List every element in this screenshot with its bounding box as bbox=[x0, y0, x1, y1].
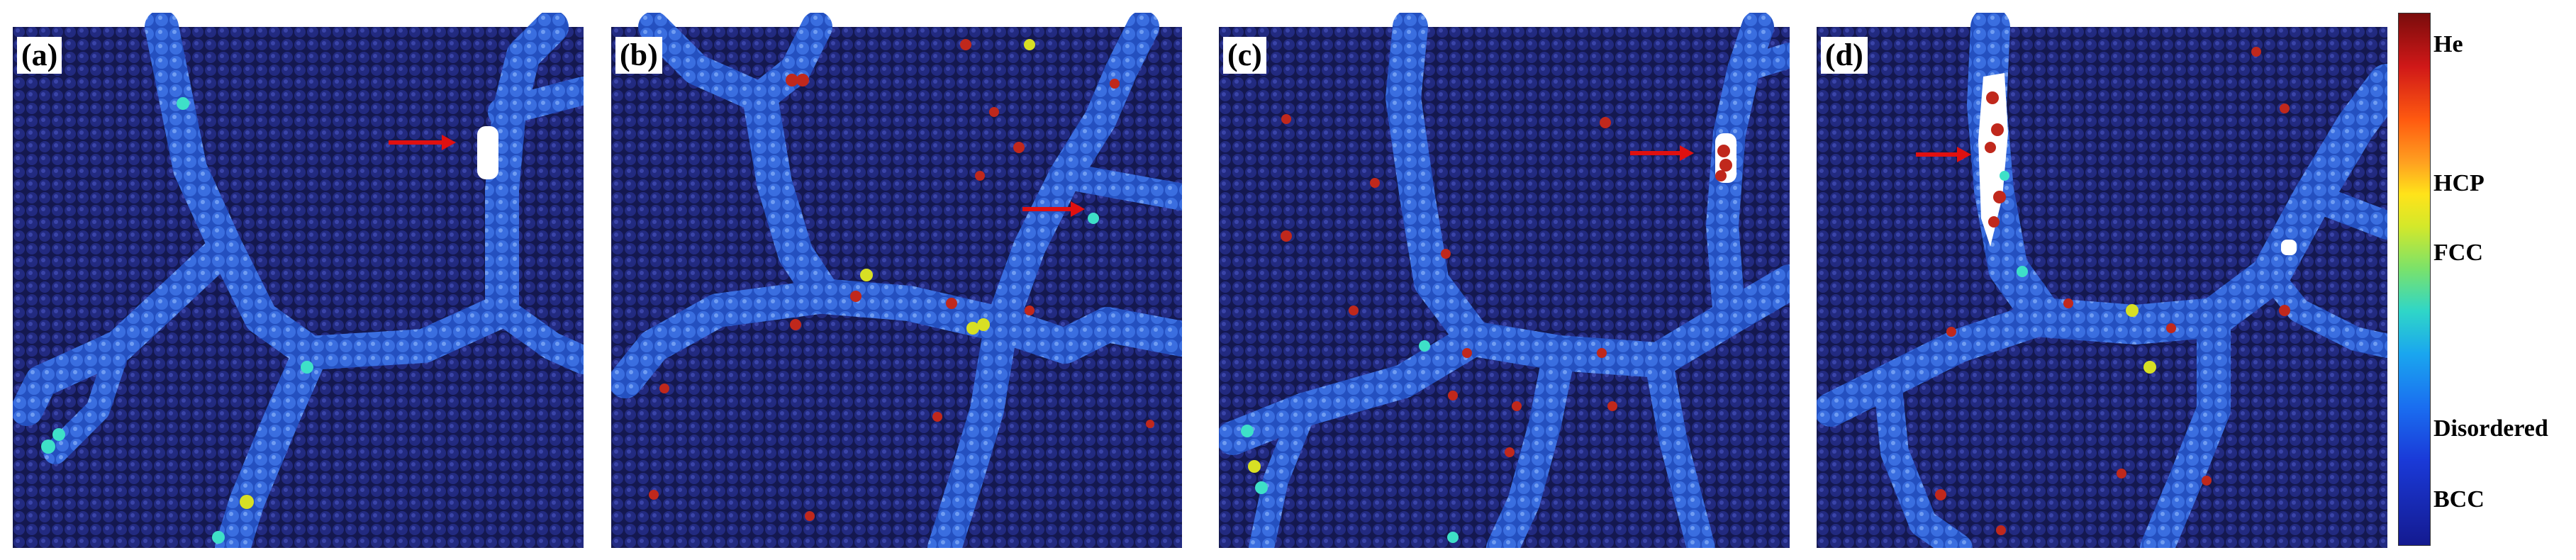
red-arrow bbox=[1022, 201, 1085, 217]
panel-label-d: (d) bbox=[1821, 37, 1868, 74]
simulation-image-a bbox=[13, 13, 584, 548]
colorbar bbox=[2398, 13, 2431, 546]
panel-label-b: (b) bbox=[615, 37, 662, 74]
panel-c: (c) bbox=[1219, 13, 1790, 548]
legend-label-disordered: Disordered bbox=[2433, 415, 2548, 442]
grain-boundaries bbox=[13, 13, 584, 548]
red-arrow bbox=[389, 135, 456, 150]
legend-label-fcc: FCC bbox=[2433, 240, 2483, 266]
red-arrow bbox=[1630, 145, 1694, 161]
panel-label-c: (c) bbox=[1223, 37, 1266, 74]
panel-d: (d) bbox=[1817, 13, 2387, 548]
simulation-image-c bbox=[1219, 13, 1790, 548]
void bbox=[477, 126, 498, 179]
defect-atoms bbox=[2000, 171, 2156, 374]
simulation-image-d bbox=[1817, 13, 2387, 548]
panel-label-a: (a) bbox=[17, 37, 62, 74]
legend-label-he: He bbox=[2433, 31, 2463, 57]
he-atoms bbox=[649, 39, 1154, 521]
defect-atoms bbox=[860, 39, 1099, 335]
red-arrow bbox=[1916, 147, 1971, 162]
panel-b: (b) bbox=[611, 13, 1182, 548]
void-small bbox=[2281, 240, 2297, 255]
defect-atoms bbox=[1241, 340, 1459, 543]
he-atoms bbox=[1281, 114, 1732, 457]
panel-a: (a) bbox=[13, 13, 584, 548]
grain-boundaries bbox=[1219, 13, 1790, 548]
he-atoms bbox=[1935, 47, 2290, 535]
defect-atoms bbox=[41, 97, 313, 544]
grain-boundaries bbox=[611, 13, 1182, 548]
legend-label-bcc: BCC bbox=[2433, 486, 2485, 513]
legend-label-hcp: HCP bbox=[2433, 170, 2485, 196]
simulation-image-b bbox=[611, 13, 1182, 548]
